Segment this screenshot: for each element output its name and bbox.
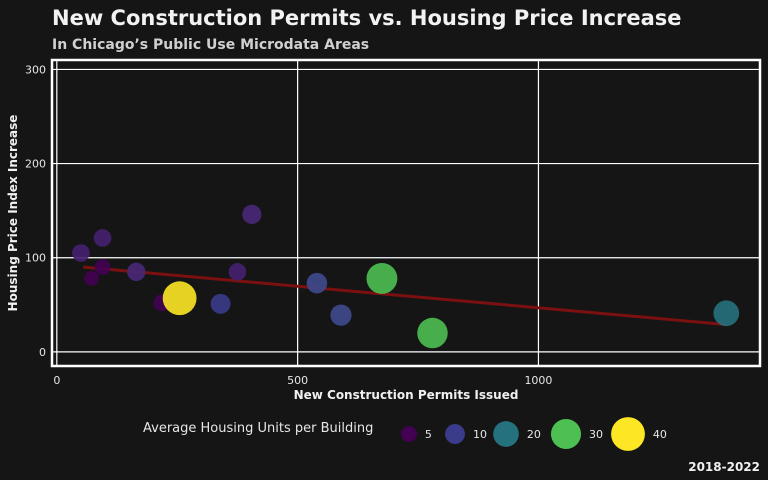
x-tick-label: 1000 (524, 374, 552, 387)
legend-swatch (550, 418, 582, 450)
chart-subtitle: In Chicago’s Public Use Microdata Areas (52, 37, 369, 53)
data-point (417, 317, 448, 349)
data-point (306, 272, 328, 294)
data-point (228, 263, 247, 281)
legend-label: 40 (653, 428, 667, 441)
grid-lines (52, 60, 760, 366)
data-point (127, 262, 146, 282)
data-point (366, 262, 398, 294)
data-point (93, 229, 112, 247)
panel-border (50, 58, 762, 368)
data-point (330, 304, 352, 326)
y-tick-label: 200 (25, 158, 46, 171)
x-tick-label: 500 (287, 374, 308, 387)
y-axis-label: Housing Price Index Increase (6, 115, 20, 312)
data-points (72, 204, 740, 349)
size-legend: Average Housing Units per Building 5 10 20… (143, 417, 667, 451)
data-point (713, 300, 740, 327)
plot-area (50, 58, 762, 368)
y-tick-label: 0 (39, 346, 46, 359)
data-point (210, 293, 231, 314)
x-axis-label: New Construction Permits Issued (294, 388, 519, 402)
data-point (242, 204, 262, 225)
legend-swatch (401, 426, 417, 442)
legend-swatch (611, 417, 645, 451)
data-point (84, 271, 99, 286)
data-point (162, 281, 197, 316)
trend-line (83, 265, 727, 327)
y-tick-label: 300 (25, 63, 46, 76)
legend-label: 10 (473, 428, 487, 441)
legend-items: 5 10 20 30 40 (401, 417, 667, 451)
data-point (72, 244, 90, 262)
legend-label: 20 (527, 428, 541, 441)
x-tick-labels: 0 500 1000 (53, 374, 552, 387)
x-tick-label: 0 (53, 374, 60, 387)
legend-label: 30 (589, 428, 603, 441)
y-tick-label: 100 (25, 252, 46, 265)
data-point (94, 259, 111, 276)
legend-label: 5 (425, 428, 432, 441)
legend-title: Average Housing Units per Building (143, 421, 373, 436)
y-tick-labels: 0 100 200 300 (25, 63, 46, 358)
chart-title: New Construction Permits vs. Housing Pri… (52, 6, 682, 30)
caption: 2018-2022 (688, 460, 760, 474)
legend-swatch (493, 421, 519, 447)
trend-line-group (83, 265, 727, 327)
legend-swatch (445, 424, 465, 444)
